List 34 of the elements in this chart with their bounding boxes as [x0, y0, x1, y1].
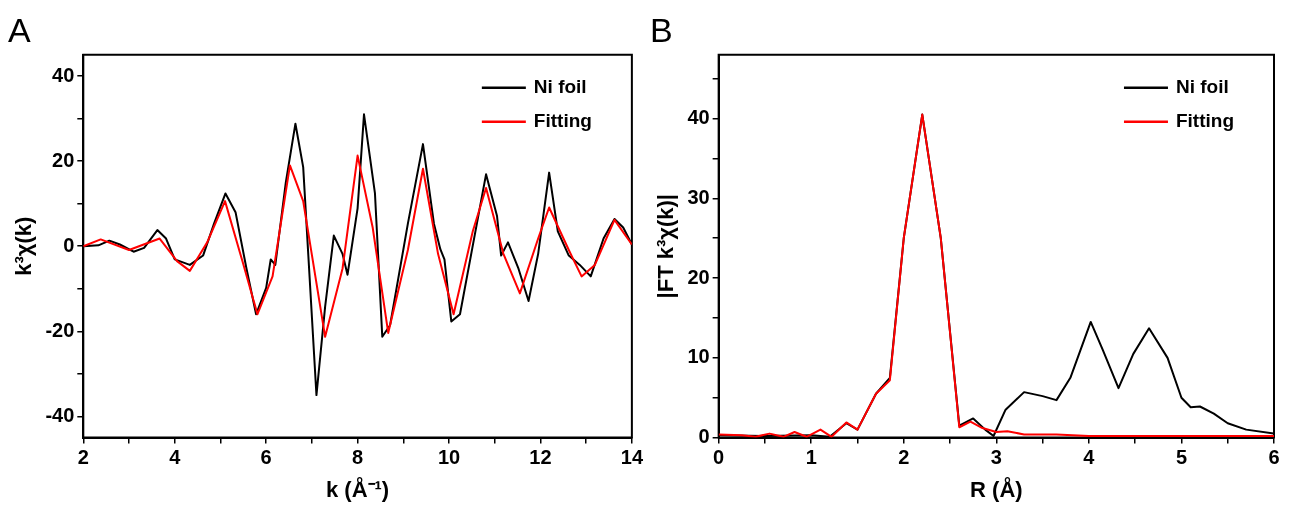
- x-tick-label: 2: [898, 446, 910, 469]
- legend-label: Fitting: [1175, 110, 1234, 132]
- legend-label: Ni foil: [533, 76, 587, 98]
- y-tick-label: 20: [52, 148, 75, 171]
- x-tick-label: 1: [805, 446, 817, 469]
- legend-label: Fitting: [533, 110, 592, 132]
- x-tick-label: 14: [620, 446, 644, 469]
- chart-title: A: [8, 10, 31, 49]
- x-tick-label: 8: [352, 446, 364, 469]
- x-tick-label: 6: [1268, 446, 1280, 469]
- x-tick-label: 10: [437, 446, 461, 469]
- x-tick-label: 2: [77, 446, 89, 469]
- y-tick-label: 40: [52, 63, 75, 86]
- x-tick-label: 12: [529, 446, 552, 469]
- y-tick-label: 30: [687, 185, 710, 208]
- x-tick-label: 6: [260, 446, 272, 469]
- x-tick-label: 0: [713, 446, 725, 469]
- y-tick-label: 40: [687, 106, 710, 129]
- y-tick-label: 10: [687, 345, 710, 368]
- y-tick-label: 20: [687, 265, 710, 288]
- chart-title: B: [650, 10, 673, 49]
- y-axis-title: |FT k³χ(k)|: [653, 193, 679, 299]
- x-axis-title: k (Å⁻¹): [325, 475, 390, 502]
- y-tick-label: 0: [698, 425, 710, 448]
- y-tick-label: -20: [45, 318, 75, 341]
- x-axis-title: R (Å): [970, 475, 1023, 502]
- x-tick-label: 5: [1175, 446, 1187, 469]
- y-tick-label: 0: [63, 233, 75, 256]
- legend-label: Ni foil: [1175, 76, 1229, 98]
- y-axis-title: k³χ(k): [11, 216, 37, 276]
- y-tick-label: -40: [45, 403, 75, 426]
- x-tick-label: 3: [990, 446, 1002, 469]
- x-tick-label: 4: [1083, 446, 1096, 469]
- x-tick-label: 4: [169, 446, 182, 469]
